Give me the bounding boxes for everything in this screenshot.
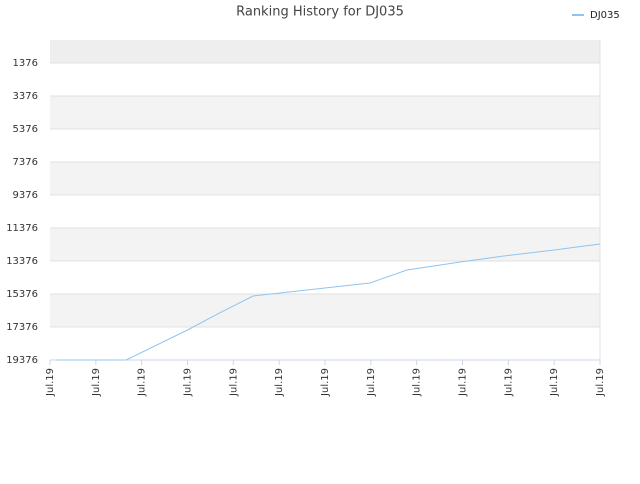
band: [50, 294, 600, 328]
x-tick-label: Jul.19: [45, 368, 56, 397]
legend-label: DJ035: [590, 10, 620, 21]
y-tick-label: 19376: [6, 355, 38, 366]
x-tick-label: Jul.19: [412, 368, 423, 397]
y-tick-label: 9376: [13, 190, 38, 201]
x-tick-label: Jul.19: [549, 368, 560, 397]
x-tick-label: Jul.19: [274, 368, 285, 397]
band: [50, 40, 600, 64]
x-tick-label: Jul.19: [503, 368, 514, 397]
band: [50, 228, 600, 262]
y-tick-label: 11376: [6, 223, 38, 234]
x-tick-label: Jul.19: [320, 368, 331, 397]
x-tick-label: Jul.19: [91, 368, 102, 397]
x-tick-label: Jul.19: [595, 368, 606, 397]
data-line: [56, 243, 601, 361]
y-tick-label: 7376: [13, 157, 38, 168]
chart-title: Ranking History for DJ035: [236, 5, 404, 20]
y-tick-label: 5376: [13, 124, 38, 135]
band: [50, 162, 600, 196]
x-tick-label: Jul.19: [137, 368, 148, 397]
y-tick-label: 17376: [6, 322, 38, 333]
band: [50, 96, 600, 130]
y-tick-label: 1376: [13, 58, 38, 69]
x-tick-label: Jul.19: [458, 368, 469, 397]
y-tick-label: 15376: [6, 289, 38, 300]
x-tick-label: Jul.19: [228, 368, 239, 397]
y-tick-label: 13376: [6, 256, 38, 267]
x-tick-label: Jul.19: [183, 368, 194, 397]
y-tick-label: 3376: [13, 91, 38, 102]
x-tick-label: Jul.19: [366, 368, 377, 397]
